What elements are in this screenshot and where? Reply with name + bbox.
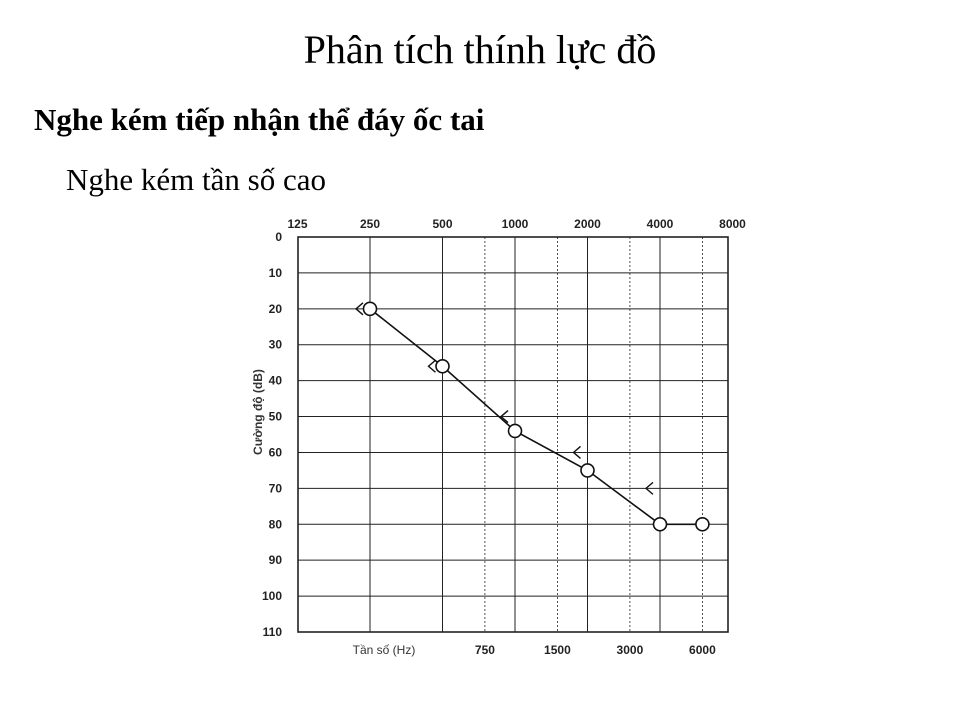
- y-tick-label: 70: [269, 481, 283, 495]
- circle-marker: [695, 516, 710, 532]
- x-top-tick-label: 8000: [719, 217, 746, 231]
- plot-frame: [297, 236, 729, 633]
- bracket-marker: [427, 359, 436, 373]
- bracket-marker: [499, 410, 509, 424]
- y-tick-label: 40: [269, 374, 283, 388]
- y-tick-label: 30: [269, 338, 283, 352]
- x-top-tick-label: 4000: [647, 217, 674, 231]
- x-bottom-tick-label: 6000: [689, 643, 716, 657]
- y-tick-label: 80: [269, 517, 283, 531]
- slide-heading: Nghe kém tiếp nhận thể đáy ốc tai: [34, 102, 485, 137]
- y-tick-label: 50: [269, 410, 283, 424]
- x-top-tick-label: 125: [287, 217, 307, 231]
- y-tick-label: 60: [269, 445, 283, 459]
- circle-marker: [362, 301, 378, 317]
- bracket-marker: [354, 302, 364, 316]
- x-top-tick-label: 1000: [502, 217, 529, 231]
- bracket-marker: [572, 445, 581, 459]
- y-tick-label: 100: [262, 589, 282, 603]
- circle-marker: [435, 358, 450, 374]
- y-axis-title: Cường độ (dB): [251, 369, 265, 455]
- slide-subheading: Nghe kém tần số cao: [66, 162, 326, 197]
- x-top-tick-label: 2000: [574, 217, 601, 231]
- tick-label-layer: 0 10 20 30 40 50 60 70 80 90 100 110 125 250 500 1000 20…: [262, 217, 746, 657]
- x-top-tick-label: 250: [360, 217, 380, 231]
- bracket-marker: [644, 481, 654, 495]
- y-tick-label: 110: [263, 625, 283, 639]
- slide-title: Phân tích thính lực đồ: [303, 27, 657, 72]
- circle-marker: [652, 516, 668, 532]
- circle-marker: [580, 463, 595, 478]
- x-bottom-tick-label: 3000: [617, 643, 644, 657]
- y-tick-label: 20: [269, 302, 283, 316]
- y-tick-label: 0: [275, 230, 282, 244]
- y-tick-label: 10: [269, 266, 283, 280]
- circle-marker: [507, 423, 523, 439]
- data-mark-layer: [354, 301, 710, 532]
- y-tick-label: 90: [269, 553, 283, 567]
- x-top-tick-label: 500: [432, 217, 452, 231]
- x-bottom-tick-label: 750: [475, 643, 495, 657]
- x-bottom-tick-label: 1500: [544, 643, 571, 657]
- x-axis-title: Tần số (Hz): [353, 643, 416, 657]
